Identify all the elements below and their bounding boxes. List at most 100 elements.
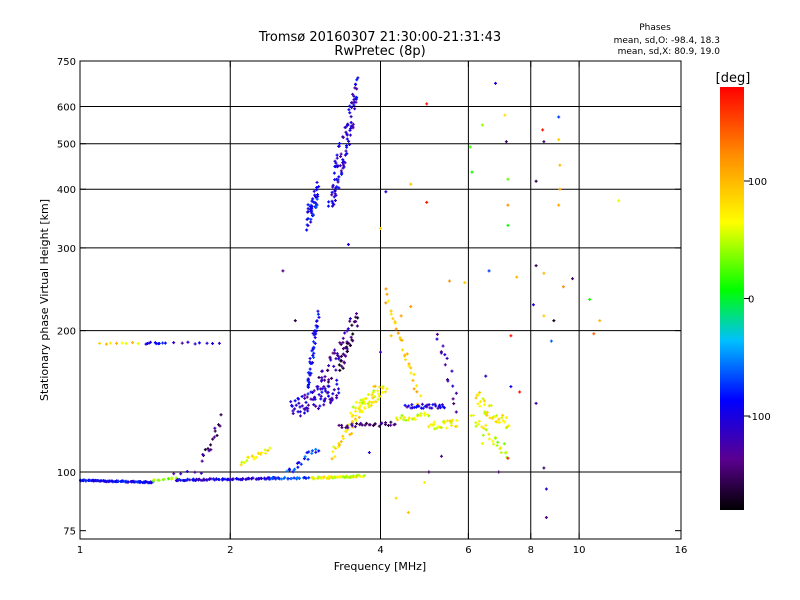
data-point (332, 171, 336, 175)
data-point (347, 108, 351, 112)
data-point (209, 448, 213, 452)
data-point (308, 356, 312, 360)
data-point (330, 199, 334, 203)
data-point (84, 478, 88, 482)
data-point (506, 223, 510, 227)
data-point (354, 409, 358, 413)
data-point (351, 339, 355, 343)
data-point (354, 100, 358, 104)
data-point (427, 470, 431, 474)
data-point (306, 210, 310, 214)
data-point (373, 384, 377, 388)
data-point (363, 402, 367, 406)
data-point (370, 393, 374, 397)
data-point (335, 185, 339, 189)
data-point (354, 406, 358, 410)
data-point (557, 203, 561, 207)
chart-title: Tromsø 20160307 21:30:00-21:31:43 (258, 30, 501, 45)
data-point (304, 400, 308, 404)
data-point (463, 281, 467, 285)
data-point (346, 327, 350, 331)
data-point (417, 404, 421, 408)
data-point (211, 437, 215, 441)
data-point (316, 193, 320, 197)
data-point (319, 394, 323, 398)
data-point (339, 354, 343, 358)
data-point (617, 199, 621, 203)
data-point (404, 418, 408, 422)
data-point (410, 403, 414, 407)
data-point (309, 217, 313, 221)
data-point (306, 406, 310, 410)
data-point (337, 423, 341, 427)
data-point (341, 366, 345, 370)
data-point (369, 403, 373, 407)
data-point (485, 413, 489, 417)
data-point (212, 435, 216, 439)
data-point (370, 401, 374, 405)
data-point (386, 299, 390, 303)
data-point (344, 430, 348, 434)
data-point (322, 385, 326, 389)
data-point (293, 399, 297, 403)
data-point (108, 341, 112, 345)
data-point (400, 414, 404, 418)
data-point (480, 441, 484, 445)
data-point (317, 393, 321, 397)
data-point (299, 462, 303, 466)
data-point (124, 342, 128, 346)
data-point (307, 383, 311, 387)
data-point (311, 197, 315, 201)
data-point (297, 460, 301, 464)
y-tick-label: 600 (57, 103, 76, 114)
data-point (268, 446, 272, 450)
data-point (342, 165, 346, 169)
data-point (337, 186, 341, 190)
x-tick-label: 8 (528, 545, 534, 556)
data-point (202, 477, 206, 481)
data-point (306, 224, 310, 228)
data-point (407, 404, 411, 408)
data-point (162, 477, 166, 481)
data-point (340, 171, 344, 175)
data-point (329, 358, 333, 362)
data-point (219, 413, 223, 417)
data-point (399, 416, 403, 420)
data-point (481, 433, 485, 437)
data-point (298, 405, 302, 409)
data-point (259, 476, 263, 480)
data-point (203, 448, 207, 452)
data-point (412, 387, 416, 391)
data-point (351, 332, 355, 336)
x-tick-label: 1 (77, 545, 83, 556)
data-point (312, 351, 316, 355)
data-point (598, 319, 602, 323)
data-point (172, 472, 176, 476)
data-point (391, 317, 395, 321)
data-point (88, 479, 92, 483)
data-point (334, 193, 338, 197)
data-point (354, 315, 358, 319)
data-point (343, 125, 347, 129)
data-point (476, 393, 480, 397)
data-point (306, 385, 310, 389)
data-point (193, 342, 197, 346)
data-point (491, 439, 495, 443)
data-point (451, 384, 455, 388)
data-point (341, 347, 345, 351)
data-point (348, 433, 352, 437)
data-point (289, 400, 293, 404)
y-tick-label: 750 (57, 57, 76, 68)
data-point (315, 203, 319, 207)
data-point (302, 411, 306, 415)
data-point (347, 139, 351, 143)
data-point (313, 397, 317, 401)
data-point (484, 423, 488, 427)
data-point (315, 197, 319, 201)
data-point (172, 341, 176, 345)
stats-o-line: mean, sd,O: -98.4, 18.3 (614, 36, 720, 46)
data-point (506, 203, 510, 207)
data-point (483, 403, 487, 407)
data-point (499, 446, 503, 450)
data-point (354, 419, 358, 423)
